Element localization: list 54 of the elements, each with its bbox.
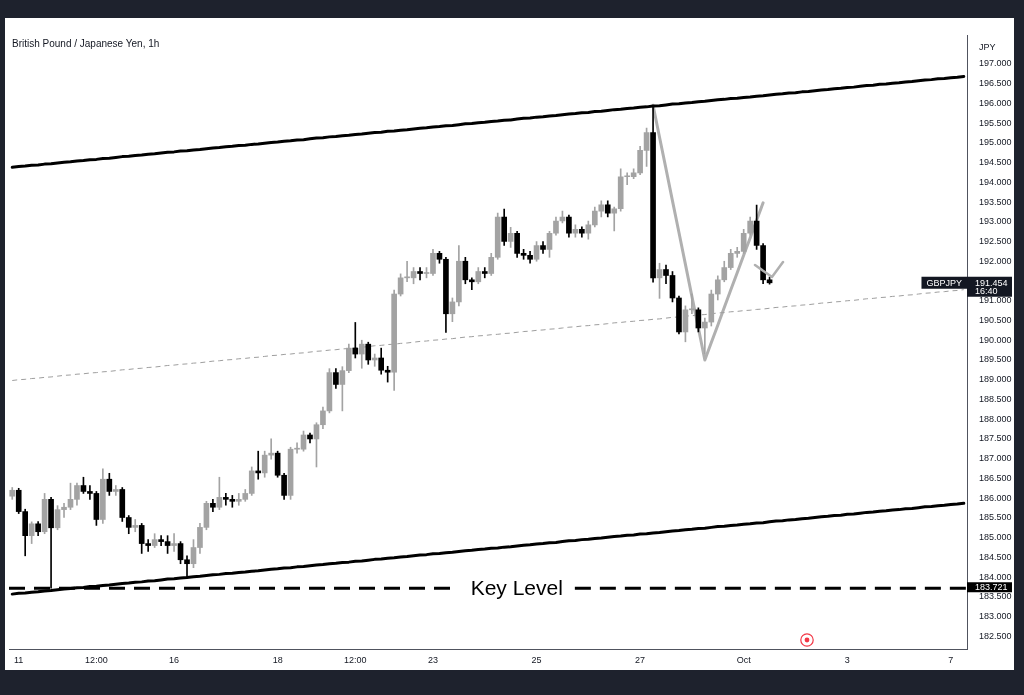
x-tick-label: 3 [844,654,850,665]
y-tick-label: 197.000 [979,58,1012,69]
y-tick-label: 194.000 [979,176,1012,187]
y-tick-label: 184.000 [979,571,1012,582]
text: 191.454 [975,277,1008,288]
y-tick-label: 192.500 [979,236,1012,246]
y-tick-label: 188.000 [979,413,1012,424]
chart-title: British Pound / Japanese Yen, 1h [12,38,160,50]
y-tick-label: 191.000 [979,295,1012,306]
x-tick-label: 11 [14,654,24,665]
x-tick-label: 27 [635,654,646,665]
y-tick-label: 195.000 [979,137,1012,148]
candlestick [112,485,119,496]
candlestick [417,267,423,281]
x-tick-label: 12:00 [85,654,108,665]
x-tick-label: 25 [531,654,542,665]
y-tick-label: 187.000 [979,453,1012,464]
y-axis-title: JPY [979,41,996,52]
x-tick-label: 12:00 [344,654,367,665]
x-tick-label: 18 [272,654,283,665]
y-tick-label: 192.000 [979,255,1012,266]
y-tick-label: 193.000 [979,216,1012,227]
y-tick-label: 186.000 [979,492,1012,503]
y-tick-label: 194.500 [979,157,1012,168]
x-tick-label: 23 [427,654,438,665]
candlestick [352,322,359,359]
line-series [11,289,965,381]
candlestick [702,317,708,354]
y-tick-label: 188.500 [979,393,1012,404]
y-tick-label: 183.500 [979,591,1012,602]
y-tick-label: 185.500 [979,512,1012,523]
y-tick-label: 182.500 [979,630,1012,641]
y-tick-label: 195.500 [979,117,1012,128]
x-tick-label: 16 [169,654,180,665]
candlestick [132,519,139,533]
y-tick-label: 183.000 [979,611,1012,622]
candlestick [171,533,177,552]
ref-line-label: Key Level [470,575,563,599]
y-tick-label: 189.500 [979,354,1012,365]
y-tick-label: 185.000 [979,532,1012,543]
text: 16:40 [975,286,998,297]
y-tick-label: 189.000 [979,374,1012,385]
y-tick-label: 196.000 [979,97,1012,108]
y-tick-label: 196.500 [979,78,1012,89]
y-tick-label: 193.500 [979,196,1012,207]
annotation: GBPJPY [926,277,962,288]
y-tick-label: 187.500 [979,433,1012,444]
y-tick-label: 190.500 [979,314,1012,325]
x-tick-label: Oct [736,654,752,665]
y-tick-label: 184.500 [979,551,1012,562]
y-tick-label: 190.000 [979,334,1012,345]
text: 183.721 [975,582,1008,593]
x-tick-label: 7 [948,654,954,665]
y-tick-label: 186.500 [979,472,1012,483]
